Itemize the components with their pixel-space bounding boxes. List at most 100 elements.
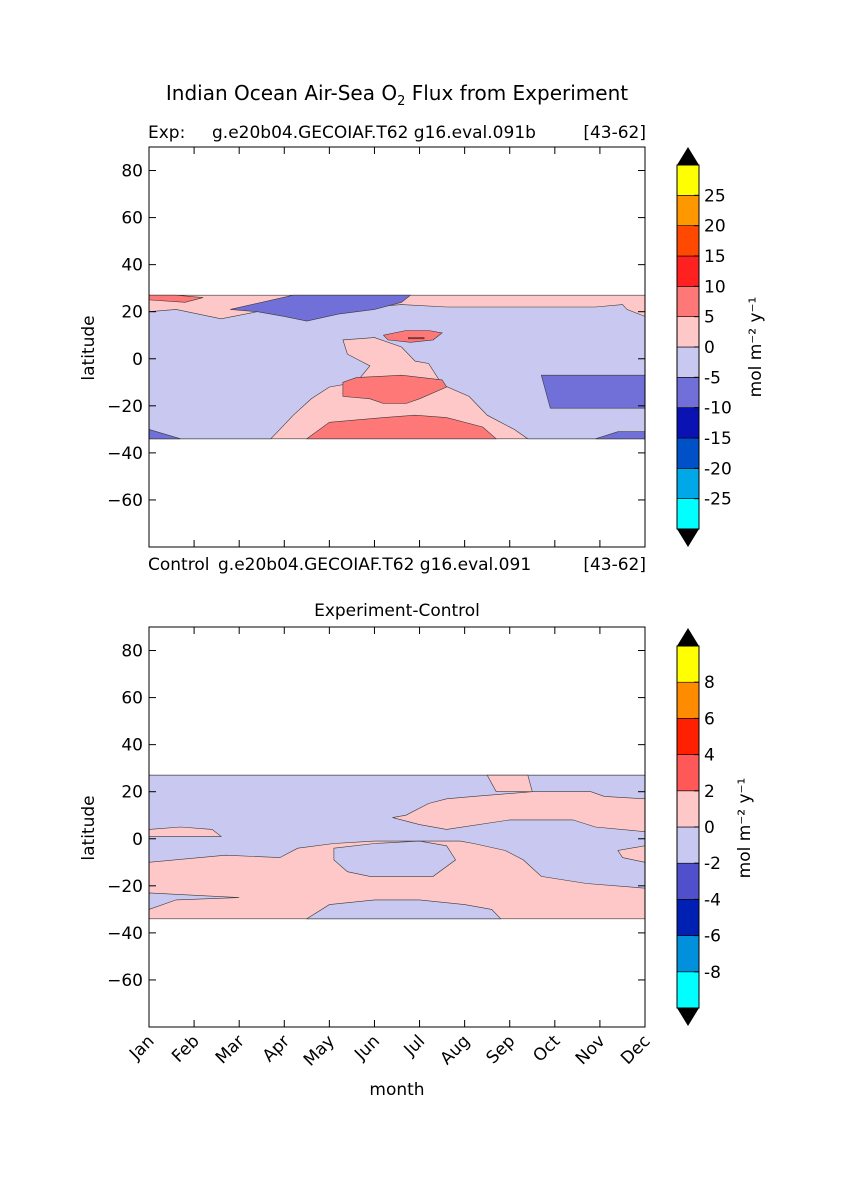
month-label: Nov <box>572 1031 610 1069</box>
bottom-chart: Experiment-Control 806040200−20−40−60Jan… <box>79 601 755 1100</box>
y-tick-label: 60 <box>121 209 143 229</box>
month-label: Oct <box>529 1031 564 1066</box>
colorbar-tick-label: -10 <box>704 399 732 419</box>
month-label: Jul <box>400 1031 429 1060</box>
colorbar-swatch <box>676 862 700 900</box>
colorbar-swatch <box>676 498 700 530</box>
figure-title: Indian Ocean Air-Sea O2 Flux from Experi… <box>166 81 628 109</box>
month-label: Feb <box>168 1031 203 1066</box>
contour-region-4 <box>540 374 646 409</box>
plot-frame <box>148 146 646 548</box>
colorbar-swatch <box>676 225 700 257</box>
y-tick-label: −60 <box>107 971 143 991</box>
control-years-label: [43-62] <box>583 555 646 575</box>
colorbar-swatch <box>676 316 700 348</box>
colorbar-tick-label: 0 <box>704 338 715 358</box>
control-label: Control <box>148 555 209 575</box>
y-tick-label: 20 <box>121 303 143 323</box>
colorbar-swatch <box>676 164 700 196</box>
exp-years-label: [43-62] <box>583 123 646 143</box>
month-label: Sep <box>482 1031 519 1068</box>
colorbar-swatch <box>676 377 700 408</box>
y-tick-label: 20 <box>121 783 143 803</box>
colorbar-swatch <box>676 718 700 755</box>
colorbar-tick-label: 20 <box>704 217 726 237</box>
colorbar-swatch <box>676 407 700 439</box>
colorbar-tick-label: 5 <box>704 308 715 328</box>
month-label: Jan <box>125 1031 158 1064</box>
colorbar-tick-label: 25 <box>704 186 726 206</box>
y-tick-label: −20 <box>107 877 143 897</box>
month-label: Apr <box>259 1031 294 1066</box>
contour-region-8 <box>305 414 497 440</box>
colorbar-tick-label: 8 <box>704 673 715 693</box>
colorbar-swatch <box>676 286 700 317</box>
colorbar-extend-max <box>677 628 699 646</box>
colorbar-swatch <box>676 195 700 226</box>
top-chart: Exp: g.e20b04.GECOIAF.T62 g16.eval.091b … <box>79 123 766 575</box>
colorbar-tick-label: -4 <box>704 890 721 910</box>
colorbar-tick-label: -25 <box>704 490 732 510</box>
contour-region-11 <box>407 337 425 340</box>
colorbar-tick-label: 0 <box>704 818 715 838</box>
y-tick-label: 40 <box>121 736 143 756</box>
y-tick-label: −60 <box>107 491 143 511</box>
colorbar-tick-label: -20 <box>704 459 732 479</box>
contour-region-5 <box>333 840 457 877</box>
colorbar-tick-label: 15 <box>704 247 726 267</box>
colorbar-tick-label: 6 <box>704 709 715 729</box>
plot-frame <box>148 626 646 1028</box>
contour-region-3 <box>230 294 412 322</box>
y-tick-label: 40 <box>121 256 143 276</box>
contour-region-7 <box>342 374 448 404</box>
month-label: May <box>300 1031 339 1070</box>
top-colorbar-label: mol m⁻² y⁻¹ <box>746 297 766 398</box>
colorbar-tick-label: -5 <box>704 368 721 388</box>
colorbar-extend-min <box>677 529 699 547</box>
colorbar-tick-label: -6 <box>704 927 721 947</box>
bottom-colorbar: 8 6 4 2 0 -2 -4 -6 -8 <box>676 628 721 1026</box>
colorbar-swatch <box>676 645 700 683</box>
top-ylabel: latitude <box>79 315 99 380</box>
colorbar-tick-label: -15 <box>704 429 732 449</box>
bottom-xlabel: month <box>369 1080 424 1100</box>
bottom-title: Experiment-Control <box>314 601 480 621</box>
y-tick-label: 80 <box>121 162 143 182</box>
contour-region-6 <box>305 899 502 920</box>
control-case-label: g.e20b04.GECOIAF.T62 g16.eval.091 <box>218 555 531 575</box>
y-tick-label: −40 <box>107 924 143 944</box>
colorbar-tick-label: 2 <box>704 782 715 802</box>
colorbar-swatch <box>676 971 700 1009</box>
colorbar-swatch <box>676 790 700 828</box>
y-tick-label: 80 <box>121 642 143 662</box>
bottom-colorbar-label: mol m⁻² y⁻¹ <box>735 778 755 879</box>
colorbar-swatch <box>676 681 700 719</box>
colorbar-extend-min <box>677 1008 699 1026</box>
top-colorbar: 25 20 15 10 5 0 -5 -10 -15 -20 -25 <box>676 147 732 547</box>
colorbar-swatch <box>676 899 700 936</box>
colorbar-tick-label: 4 <box>704 746 715 766</box>
colorbar-swatch <box>676 346 700 378</box>
colorbar-extend-max <box>677 147 699 165</box>
y-tick-label: −40 <box>107 444 143 464</box>
y-tick-label: 0 <box>132 830 143 850</box>
colorbar-swatch <box>676 826 700 864</box>
top-plot-area: 80 60 40 20 0 −20 −40 −60 <box>107 146 646 548</box>
colorbar-swatch <box>676 468 700 499</box>
colorbar-tick-label: -2 <box>704 854 721 874</box>
contour-region-4 <box>486 774 533 793</box>
y-tick-label: −20 <box>107 397 143 417</box>
y-tick-label: 0 <box>132 350 143 370</box>
month-label: Mar <box>212 1031 249 1068</box>
colorbar-swatch <box>676 935 700 973</box>
colorbar-swatch <box>676 255 700 287</box>
colorbar-tick-label: 10 <box>704 277 726 297</box>
colorbar-tick-label: -8 <box>704 963 721 983</box>
bottom-ylabel: latitude <box>79 795 99 860</box>
bottom-plot-area: 80 60 40 20 0 −20 −40 −60 Jan Feb Mar Apr May Jun Jul A… <box>107 626 655 1070</box>
contour-region-9 <box>382 330 443 343</box>
colorbar-swatch <box>676 437 700 469</box>
month-label: Aug <box>437 1031 475 1069</box>
exp-label: Exp: <box>148 123 185 143</box>
